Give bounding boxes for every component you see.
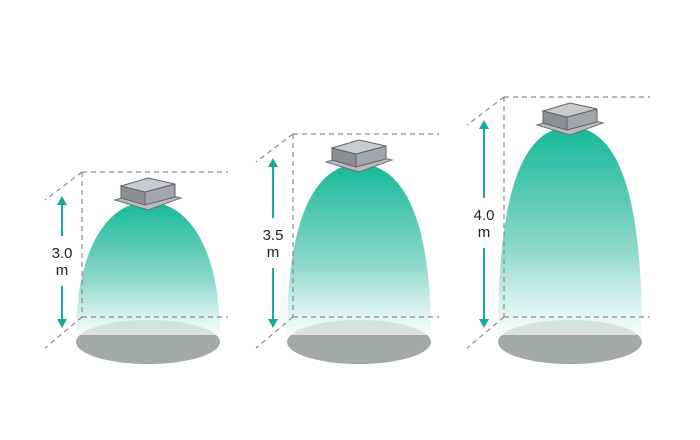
arrow-head-up-icon	[268, 158, 278, 167]
height-value: 3.5	[263, 227, 284, 244]
height-unit: m	[478, 224, 491, 241]
device-top	[119, 177, 176, 193]
device-top	[330, 139, 387, 155]
air-flow-cone	[287, 164, 431, 335]
arrow-head-up-icon	[57, 196, 67, 205]
unit-2: 3.5m	[255, 133, 439, 364]
arrow-head-down-icon	[479, 319, 489, 328]
room-outline	[466, 96, 650, 349]
air-flow-cone	[498, 127, 642, 335]
room-outline	[255, 133, 439, 349]
height-value: 4.0	[474, 207, 495, 224]
arrow-head-up-icon	[479, 120, 489, 129]
device-top	[541, 102, 598, 118]
air-flow-cone	[76, 202, 220, 335]
height-value: 3.0	[52, 245, 73, 262]
unit-3: 4.0m	[466, 96, 650, 364]
room-outline	[44, 171, 228, 349]
height-unit: m	[267, 244, 280, 261]
arrow-head-down-icon	[57, 319, 67, 328]
arrow-head-down-icon	[268, 319, 278, 328]
unit-1: 3.0m	[44, 171, 228, 364]
height-unit: m	[56, 262, 69, 279]
